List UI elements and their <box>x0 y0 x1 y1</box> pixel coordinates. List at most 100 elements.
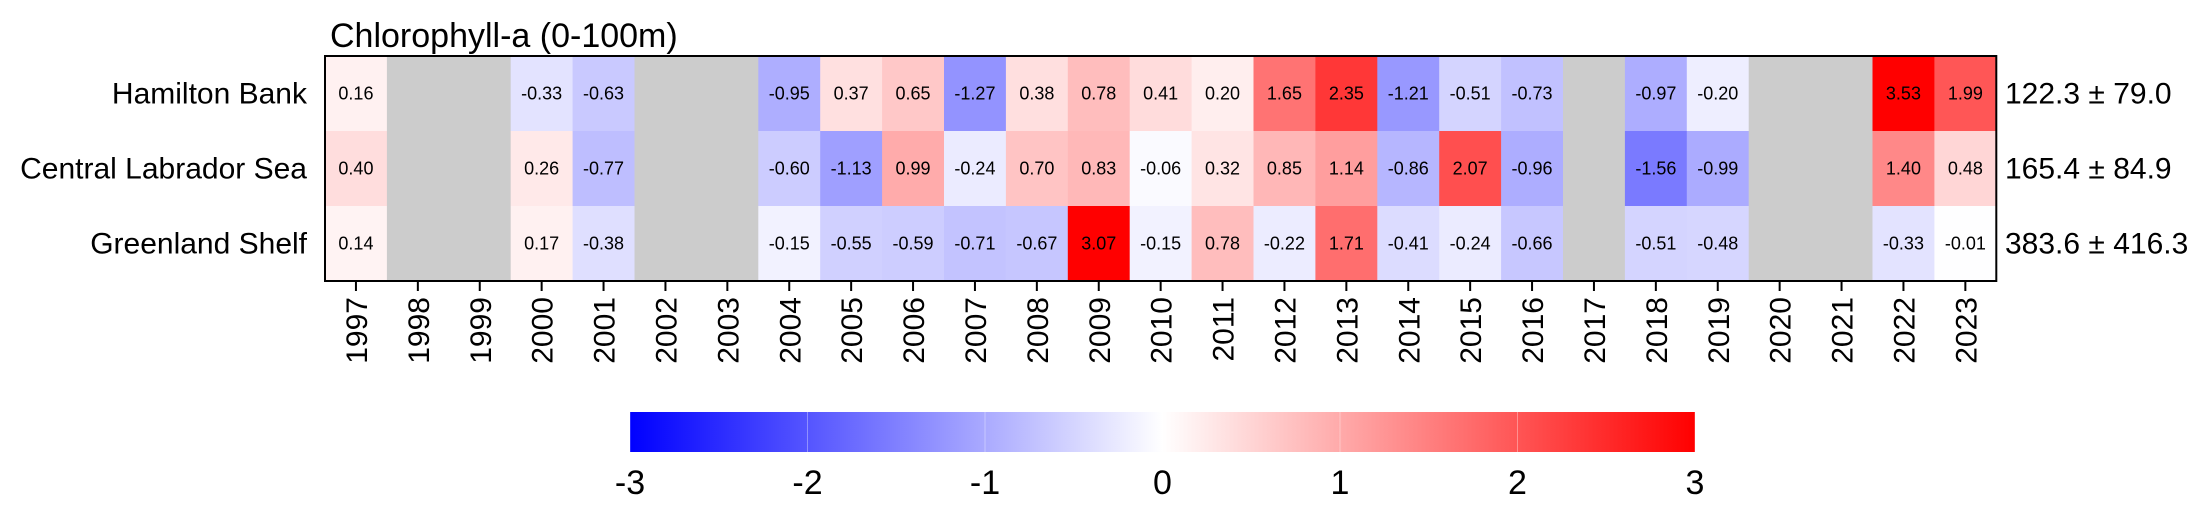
cell-value-label: -0.60 <box>769 159 810 179</box>
x-tick-label: 2009 <box>1084 297 1117 364</box>
heatmap-cell <box>820 131 883 207</box>
colorbar-gradient <box>630 412 1695 452</box>
heatmap-cell <box>1129 56 1193 132</box>
x-tick-label: 2004 <box>774 297 807 364</box>
heatmap-cell <box>448 56 512 132</box>
heatmap-cell <box>386 131 450 207</box>
row-stat-label: 383.6 ± 416.3 <box>2005 228 2188 261</box>
heatmap-cell <box>1315 206 1378 282</box>
row-label: Hamilton Bank <box>112 78 308 111</box>
heatmap-cell <box>1810 206 1874 282</box>
heatmap-cell <box>1439 131 1502 207</box>
heatmap-cell <box>1686 131 1750 207</box>
heatmap-cell <box>820 206 883 282</box>
cell-value-label: 0.65 <box>896 84 931 104</box>
heatmap-cell <box>1067 131 1131 207</box>
cell-value-label: 1.40 <box>1886 159 1921 179</box>
heatmap-cell <box>510 206 574 282</box>
heatmap-cell <box>1501 206 1564 282</box>
cell-value-label: 2.07 <box>1453 159 1488 179</box>
chart-title: Chlorophyll-a (0-100m) <box>330 17 678 55</box>
x-tick-label: 2020 <box>1765 297 1798 364</box>
x-tick-label: 2013 <box>1331 297 1364 364</box>
cell-value-label: 0.32 <box>1205 159 1240 179</box>
row-stat-label: 165.4 ± 84.9 <box>2005 153 2172 186</box>
cell-value-label: -0.55 <box>831 234 872 254</box>
cell-value-label: 2.35 <box>1329 84 1364 104</box>
heatmap-cell <box>944 56 1007 132</box>
heatmap-cell <box>1067 56 1131 132</box>
cell-value-label: -0.15 <box>1140 234 1181 254</box>
heatmap-cell <box>1624 206 1688 282</box>
cell-value-label: 3.53 <box>1886 84 1921 104</box>
cell-value-label: -0.48 <box>1697 234 1738 254</box>
cell-value-label: 0.70 <box>1019 159 1054 179</box>
heatmap-cell <box>1934 56 1997 132</box>
x-tick-label: 2019 <box>1703 297 1736 364</box>
cell-value-label: 0.41 <box>1143 84 1178 104</box>
heatmap-cell <box>1005 56 1069 132</box>
x-tick-label: 2011 <box>1208 297 1241 362</box>
heatmap-cell <box>944 131 1007 207</box>
cell-value-label: 0.20 <box>1205 84 1240 104</box>
heatmap-cell <box>1872 56 1935 132</box>
cell-value-label: -0.96 <box>1512 159 1553 179</box>
cell-value-label: 0.14 <box>338 234 373 254</box>
row-label: Greenland Shelf <box>90 228 307 261</box>
cell-value-label: 0.26 <box>524 159 559 179</box>
heatmap-cell <box>1686 56 1750 132</box>
heatmap-cell <box>1439 206 1502 282</box>
x-tick-label: 2003 <box>712 297 745 364</box>
heatmap-cell <box>1315 131 1378 207</box>
x-tick-label: 2001 <box>589 297 622 364</box>
cell-value-label: -0.24 <box>1450 234 1491 254</box>
x-tick-label: 2017 <box>1579 297 1612 364</box>
cell-value-label: 0.37 <box>834 84 869 104</box>
cell-value-label: 1.99 <box>1948 84 1983 104</box>
heatmap-cell <box>1439 56 1502 132</box>
heatmap-cell <box>758 56 821 132</box>
cell-value-label: -1.21 <box>1388 84 1429 104</box>
cell-value-label: -0.24 <box>954 159 995 179</box>
cell-value-label: -1.13 <box>831 159 872 179</box>
cell-value-label: -0.99 <box>1697 159 1738 179</box>
heatmap-cell <box>1748 206 1812 282</box>
x-tick-label: 2012 <box>1269 297 1302 364</box>
heatmap-cell <box>1377 56 1440 132</box>
cell-value-label: -0.15 <box>769 234 810 254</box>
cell-value-label: -1.56 <box>1635 159 1676 179</box>
cell-value-label: 0.48 <box>1948 159 1983 179</box>
heatmap-cell <box>882 131 945 207</box>
x-tick-label: 2022 <box>1888 297 1921 364</box>
cell-value-label: -0.33 <box>1883 234 1924 254</box>
x-axis: 1997 1998 1999 2000 2001 2002 2003 2004 2005 2006… <box>341 281 1983 364</box>
x-tick-label: 1999 <box>465 297 498 364</box>
heatmap-cell <box>1501 56 1564 132</box>
cell-value-label: -0.66 <box>1512 234 1553 254</box>
heatmap-cell <box>1129 206 1193 282</box>
heatmap-cells: 0.16 -0.33 -0.63 -0.95 0.37 0.65 -1.27 0.38 0.78… <box>325 56 1997 282</box>
cell-value-label: -0.71 <box>954 234 995 254</box>
colorbar-tick-label: 0 <box>1153 464 1172 500</box>
heatmap-cell <box>1563 131 1626 207</box>
colorbar-tick-label: -3 <box>615 464 645 500</box>
cell-value-label: -0.67 <box>1016 234 1057 254</box>
heatmap-cell <box>944 206 1007 282</box>
heatmap-cell <box>1686 206 1750 282</box>
heatmap-cell <box>325 206 388 282</box>
x-tick-label: 2016 <box>1517 297 1550 364</box>
colorbar: -3 -2 -1 0 1 2 3 <box>615 412 1704 502</box>
heatmap-cell <box>758 131 821 207</box>
cell-value-label: -0.97 <box>1635 84 1676 104</box>
heatmap-cell <box>1191 56 1255 132</box>
cell-value-label: -0.22 <box>1264 234 1305 254</box>
x-tick-label: 2000 <box>527 297 560 364</box>
heatmap-cell <box>696 206 759 282</box>
cell-value-label: 1.14 <box>1329 159 1364 179</box>
heatmap-cell <box>572 131 636 207</box>
heatmap-cell <box>1810 131 1874 207</box>
heatmap-cell <box>696 56 759 132</box>
heatmap-cell <box>510 56 574 132</box>
cell-value-label: -0.33 <box>521 84 562 104</box>
